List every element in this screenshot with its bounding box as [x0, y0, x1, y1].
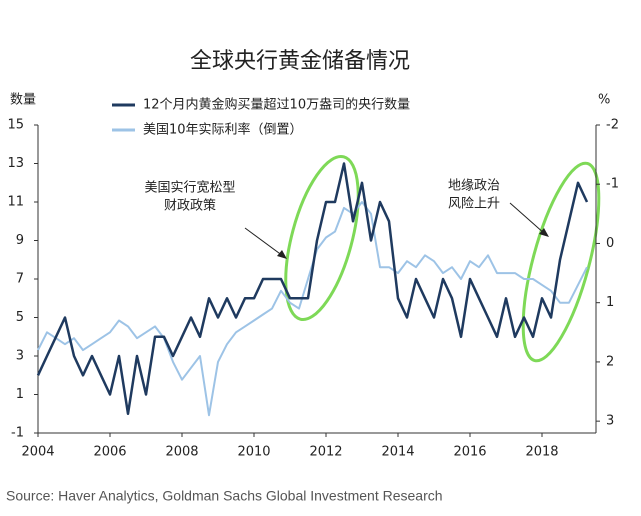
x-tick-label: 2008: [165, 445, 198, 460]
y-tick-label: 3: [16, 349, 24, 364]
annotation: 地缘政治: [448, 179, 500, 194]
x-tick-label: 2006: [93, 445, 126, 460]
y-tick-label: 9: [16, 233, 24, 248]
y2-tick-label: 3: [606, 414, 614, 429]
x-tick-label: 2012: [309, 445, 342, 460]
y2-tick-label: -1: [606, 177, 619, 192]
series-line: [36, 162, 589, 416]
annotation-arrow: [244, 227, 284, 257]
y-axis-label: 数量: [10, 93, 36, 108]
x-tick-label: 2010: [237, 445, 270, 460]
x-tick-label: 2016: [453, 445, 486, 460]
annotation: 财政政策: [164, 198, 216, 214]
y-tick-label: 15: [7, 118, 24, 133]
annotation: 美国实行宽松型: [144, 180, 235, 196]
y-tick-label: 7: [16, 272, 24, 287]
legend-label: 12个月内黄金购买量超过10万盎司的央行数量: [143, 97, 410, 113]
y2-tick-label: -2: [606, 118, 619, 133]
y2-axis-label: %: [598, 93, 610, 108]
y2-tick-label: 2: [606, 354, 614, 369]
annotation: 风险上升: [448, 197, 500, 212]
highlight-ellipse: [284, 154, 360, 322]
y2-tick-label: 1: [606, 295, 614, 310]
x-tick-label: 2014: [381, 445, 414, 460]
y-tick-label: 5: [16, 310, 24, 325]
chart-title: 全球央行黄金储备情况: [190, 49, 410, 74]
y-tick-label: -1: [11, 426, 24, 441]
arrow-head: [277, 250, 287, 259]
annotation-arrow: [509, 202, 546, 235]
highlight-ellipse: [521, 161, 601, 363]
x-tick-label: 2004: [21, 445, 54, 460]
y-tick-label: 1: [16, 387, 24, 402]
y-tick-label: 11: [7, 195, 24, 210]
y-tick-label: 13: [7, 156, 24, 171]
source: Source: Haver Analytics, Goldman Sachs G…: [6, 488, 443, 504]
legend-label: 美国10年实际利率（倒置）: [143, 122, 303, 138]
x-tick-label: 2018: [525, 445, 558, 460]
arrow-head: [539, 228, 549, 237]
y2-tick-label: 0: [606, 236, 614, 251]
